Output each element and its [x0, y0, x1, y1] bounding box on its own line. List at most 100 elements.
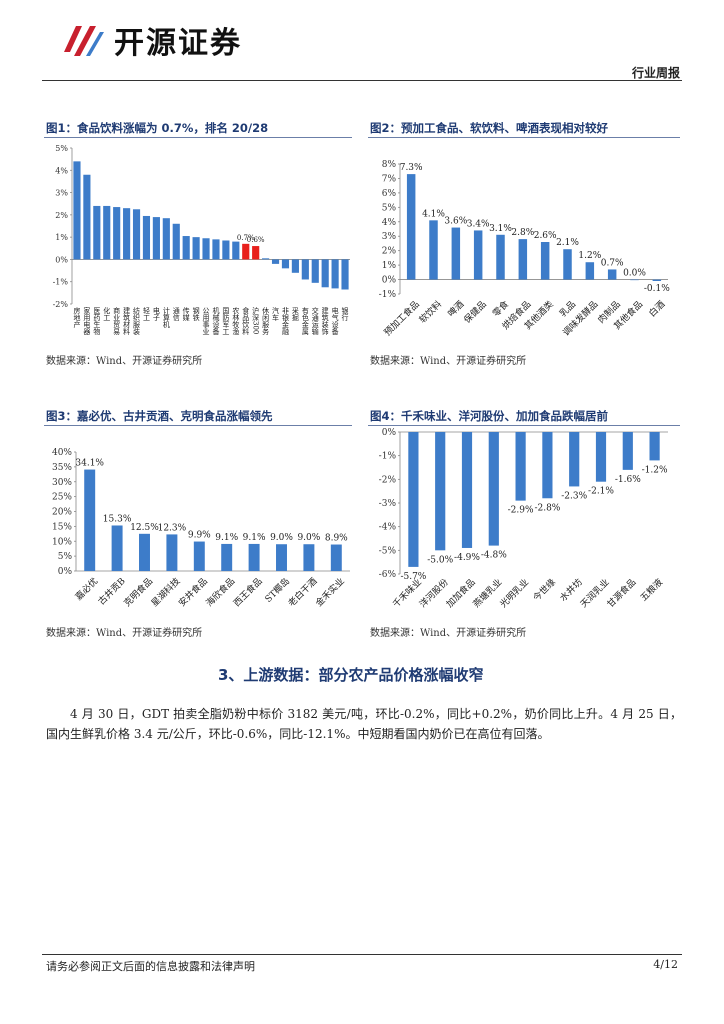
bar — [132, 209, 141, 260]
x-tick-label: 采掘 — [291, 306, 299, 322]
data-label: 2.1% — [556, 238, 579, 248]
figure2-chart: -1% 0% 1% 2% 3% 4% 5% 6% 7% 8% 7.3% 预加工食品 4.1% 软饮料 3.6… — [379, 160, 671, 338]
figure2-title: 图2：预加工食品、软饮料、啤酒表现相对较好 — [370, 121, 608, 135]
y-tick-label: 4% — [382, 218, 397, 228]
x-tick-label: 老白干酒 — [286, 575, 320, 609]
y-tick-label: 30% — [52, 478, 72, 488]
bar — [192, 237, 200, 260]
bar — [408, 432, 419, 567]
bar — [607, 269, 617, 280]
bar — [73, 161, 81, 260]
y-tick-label: 3% — [382, 232, 397, 242]
y-tick-label: 20% — [52, 508, 72, 518]
x-tick-label: 有色金属 — [301, 306, 309, 336]
x-tick-label: 家用电器 — [83, 306, 91, 336]
bar — [193, 541, 205, 571]
brand-logo: 开源证券 — [60, 16, 242, 64]
data-label: 8.9% — [325, 534, 348, 544]
figure1-title: 图1：食品饮料涨幅为 0.7%，排名 20/28 — [46, 121, 269, 135]
figure3-source: 数据来源：Wind、开源证券研究所 — [46, 628, 203, 639]
figure4-rule — [368, 425, 680, 426]
x-tick-label: 金禾实业 — [313, 575, 347, 609]
y-tick-label: 8% — [382, 160, 397, 170]
footer-disclaimer: 请务必参阅正文后面的信息披露和法律声明 — [46, 960, 255, 973]
x-tick-label: 软饮料 — [416, 298, 444, 326]
x-tick-label: 国防军工 — [222, 307, 230, 335]
y-tick-label: -4% — [379, 523, 397, 533]
figure2-source: 数据来源：Wind、开源证券研究所 — [370, 356, 527, 367]
y-tick-label: -1% — [379, 290, 397, 300]
bar — [406, 174, 416, 280]
y-tick-label: 3% — [55, 189, 68, 198]
x-tick-label: 今世缘 — [530, 576, 558, 604]
bar — [152, 217, 160, 260]
data-label: -2.8% — [534, 503, 560, 513]
x-tick-label: 轻工 — [142, 306, 150, 321]
data-label: 0.0% — [623, 269, 646, 279]
y-tick-label: -3% — [379, 499, 397, 509]
figure4-source: 数据来源：Wind、开源证券研究所 — [370, 628, 527, 639]
x-tick-label: 电子 — [152, 306, 160, 321]
bar — [630, 279, 639, 281]
x-tick-label: 钢铁 — [192, 306, 200, 322]
x-tick-label: 建筑装饰 — [321, 306, 329, 336]
data-label: 9.1% — [215, 533, 238, 543]
bar — [103, 205, 111, 260]
data-label: 9.1% — [243, 533, 266, 543]
x-tick-label: 白酒 — [646, 298, 667, 319]
x-tick-label: 传媒 — [182, 306, 190, 322]
data-label: 3.4% — [467, 219, 490, 229]
data-label: -2.3% — [561, 491, 587, 501]
bar — [262, 258, 270, 260]
data-label: 2.8% — [511, 228, 534, 238]
x-tick-label: 克明食品 — [121, 575, 155, 609]
x-tick-label: 房地产 — [73, 306, 81, 329]
y-tick-label: -2% — [379, 475, 397, 485]
x-tick-label: 农林牧渔 — [232, 306, 240, 336]
bar — [540, 242, 550, 280]
section-heading: 3、上游数据：部分农产品价格涨幅收窄 — [218, 666, 484, 684]
figure1-rule — [44, 137, 352, 138]
bar — [569, 432, 580, 487]
y-tick-label: 4% — [55, 166, 68, 175]
x-tick-label: 商业贸易 — [113, 306, 121, 336]
bar — [321, 259, 329, 288]
x-tick-label: 公用事业 — [202, 307, 210, 335]
bar — [649, 432, 660, 461]
bar — [111, 525, 123, 571]
y-tick-label: -5% — [379, 546, 397, 556]
y-tick-label: 0% — [382, 428, 397, 438]
figure4-title: 图4：千禾味业、洋河股份、加加食品跌幅居前 — [370, 409, 608, 423]
y-tick-label: 1% — [55, 233, 68, 242]
y-tick-label: 2% — [55, 211, 68, 220]
x-tick-label: 交通运输 — [311, 306, 319, 336]
y-tick-label: 5% — [58, 552, 73, 562]
x-tick-label: 预加工食品 — [381, 298, 421, 338]
figure3-title: 图3：嘉必优、古井贡酒、克明食品涨幅领先 — [46, 409, 273, 423]
x-tick-label: 嘉必优 — [73, 575, 101, 603]
figure1-chart: -2% -1% 0% 1% 2% 3% 4% 5% 房地产 家用电器 医药生物 化工 商业贸易 建筑材料纺… — [53, 144, 350, 336]
bar — [595, 432, 607, 482]
bar — [212, 239, 220, 260]
bar — [515, 432, 526, 501]
bar — [142, 215, 151, 260]
data-label: -5.0% — [427, 555, 453, 565]
figure3-rule — [44, 425, 352, 426]
x-tick-label: 休闲服务 — [262, 306, 270, 336]
y-tick-label: 0% — [382, 276, 397, 286]
data-label: 0.7% — [237, 234, 255, 242]
x-tick-label: 零食 — [490, 298, 511, 319]
bar — [518, 239, 528, 280]
x-tick-label: 啤酒 — [445, 298, 466, 319]
bar — [330, 544, 342, 571]
y-tick-label: -1% — [379, 452, 397, 462]
data-label: 12.5% — [130, 523, 159, 533]
bar — [232, 241, 240, 260]
bar — [435, 432, 446, 551]
bar — [652, 279, 662, 281]
data-label: -4.9% — [454, 553, 480, 563]
x-tick-label: 化工 — [103, 306, 111, 321]
bar — [242, 243, 250, 260]
bar — [222, 240, 230, 260]
bar — [281, 259, 290, 269]
